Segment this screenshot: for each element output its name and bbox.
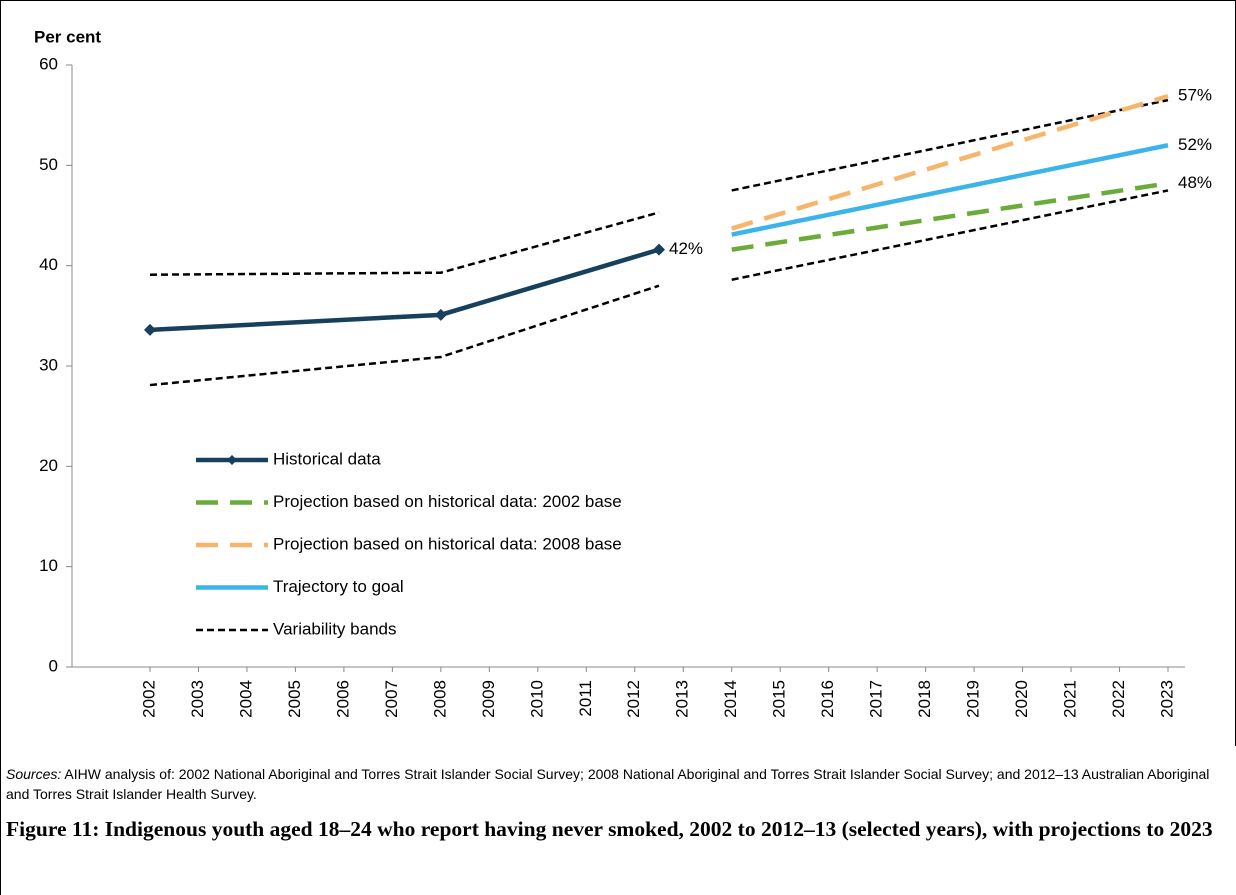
legend-label: Trajectory to goal: [273, 577, 404, 596]
x-tick-label: 2018: [915, 680, 934, 718]
x-tick-label: 2012: [624, 680, 643, 718]
x-tick-label: 2023: [1157, 680, 1176, 718]
y-tick-label: 60: [39, 54, 58, 73]
x-tick-label: 2007: [382, 680, 401, 718]
series-line: [149, 247, 660, 333]
variability-band: [149, 284, 660, 387]
x-tick-label: 2010: [527, 680, 546, 718]
frame-edge: [0, 745, 1, 895]
y-tick-label: 40: [39, 255, 58, 274]
data-label: 57%: [1178, 86, 1212, 105]
legend-label: Variability bands: [273, 619, 396, 638]
y-tick-label: 30: [39, 355, 58, 374]
x-tick-label: 2003: [188, 680, 207, 718]
marker: [653, 243, 665, 256]
x-tick-label: 2021: [1061, 680, 1080, 718]
x-tick-label: 2006: [333, 680, 352, 718]
x-tick-label: 2020: [1012, 680, 1031, 718]
y-tick-label: 20: [39, 456, 58, 475]
x-tick-label: 2016: [818, 680, 837, 718]
legend-label: Projection based on historical data: 200…: [273, 534, 622, 553]
sources: Sources: AIHW analysis of: 2002 National…: [6, 764, 1226, 804]
legend-marker: [227, 455, 237, 465]
x-tick-label: 2002: [139, 680, 158, 718]
sources-text: AIHW analysis of: 2002 National Aborigin…: [6, 766, 1210, 802]
series-line: [731, 181, 1169, 252]
variability-band: [731, 189, 1169, 281]
x-tick-label: 2019: [964, 680, 983, 718]
x-tick-label: 2015: [770, 680, 789, 718]
legend-label: Projection based on historical data: 200…: [273, 492, 622, 511]
legend-label: Historical data: [273, 449, 381, 468]
chart: Per cent 0 10 20 30 40 50 60 2002 2003 2004 2005 20…: [34, 27, 1212, 718]
marker: [434, 308, 447, 321]
data-label: 42%: [669, 239, 703, 258]
x-tick-label: 2022: [1109, 680, 1128, 718]
x-tick-label: 2005: [285, 680, 304, 718]
variability-band: [149, 211, 660, 276]
x-tick-label: 2004: [236, 680, 255, 718]
sources-label: Sources:: [6, 766, 62, 782]
y-tick-label: 50: [39, 155, 58, 174]
data-label: 52%: [1178, 135, 1212, 154]
x-tick-label: 2013: [673, 680, 692, 718]
y-axis-label: Per cent: [34, 27, 101, 46]
figure-caption: Figure 11: Indigenous youth aged 18–24 w…: [6, 817, 1213, 841]
marker: [144, 323, 156, 336]
variability-band: [731, 98, 1169, 192]
series-line: [731, 143, 1169, 237]
x-tick-label: 2014: [721, 680, 740, 718]
data-label: 48%: [1178, 173, 1212, 192]
y-tick-label: 10: [39, 556, 58, 575]
y-tick-label: 0: [49, 656, 58, 675]
series-line: [731, 93, 1169, 231]
x-tick-label: 2017: [867, 680, 886, 718]
x-tick-label: 2008: [430, 680, 449, 718]
x-tick-label: 2011: [576, 680, 595, 717]
x-tick-label: 2009: [479, 680, 498, 718]
